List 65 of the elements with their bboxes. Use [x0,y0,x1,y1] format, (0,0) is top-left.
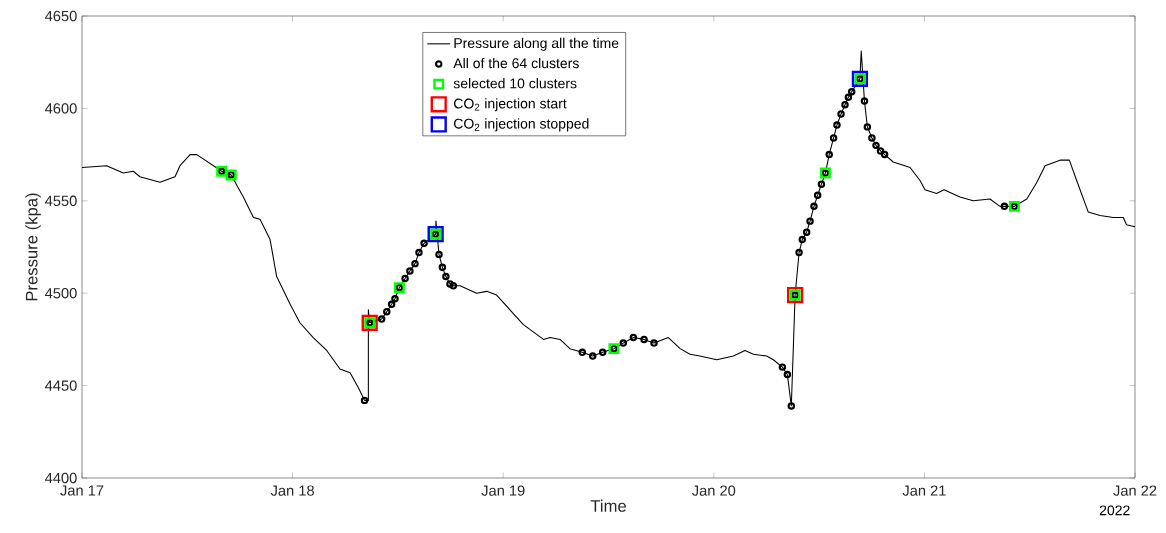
legend-label: CO$_{2}$ injection stopped [454,118,589,132]
y-tick-label: 4500 [45,288,77,299]
x-tick-label: Jan 17 [60,485,104,496]
point [640,335,648,344]
point [449,282,458,290]
point [401,274,409,283]
point [406,267,414,275]
point [806,217,814,225]
legend-label: CO$_{2}$ injection start [454,98,567,112]
point [817,180,826,188]
point [778,363,787,371]
legend-label: selected 10 clusters [453,78,577,89]
x-axis-title: Time [590,499,626,512]
point [787,402,796,410]
point [411,259,419,268]
text: 2022 [1099,505,1130,516]
point [619,339,628,347]
point [798,235,807,244]
point [863,123,872,131]
legend-label: Pressure along all the time [454,37,619,51]
point [377,315,386,323]
point [598,348,607,357]
point [420,239,428,248]
point [810,202,818,211]
y-axis-title: Pressure (kpa) [25,193,41,301]
y-tick-label: 4600 [45,103,77,114]
point [829,134,838,142]
legend-label: All of the 64 clusters [453,57,579,69]
point [783,370,792,379]
point [833,121,841,129]
x-tick-label: Jan 19 [481,485,525,496]
point [847,88,856,96]
point [446,280,454,288]
point [841,100,849,109]
point [860,97,869,105]
x-tick-label: Jan 18 [270,485,314,496]
point [844,93,853,102]
y-tick-label: 4450 [45,380,77,391]
point [442,272,450,281]
point [415,248,423,257]
point [868,134,876,142]
point [360,396,369,405]
point [880,150,889,159]
point [795,248,803,257]
x-tick-label: Jan 20 [692,485,736,496]
point [629,333,638,342]
point [387,300,396,309]
point [825,150,833,159]
point [1000,202,1009,211]
point [813,191,822,199]
point [435,250,443,259]
y-tick-label: 4550 [45,195,77,206]
point [391,295,399,303]
point [438,263,447,272]
point [872,141,880,150]
point [578,348,587,357]
point [383,307,391,316]
point [650,339,658,347]
x-tick-label: Jan 22 [1113,485,1157,496]
y-tick-label: 4400 [45,472,77,484]
point [588,352,597,360]
y-tick-label: 4650 [45,10,77,22]
x-tick-label: Jan 21 [902,485,946,496]
point [837,110,845,118]
point [802,228,811,236]
